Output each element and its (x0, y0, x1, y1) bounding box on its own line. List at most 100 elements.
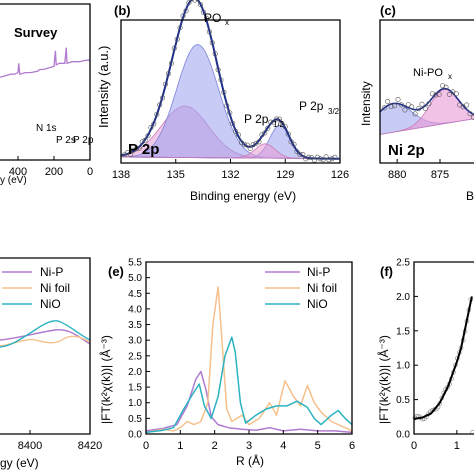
panel-a-xtick-label: 400 (9, 166, 27, 178)
exafs-nip-line (145, 370, 353, 434)
ni2p-data-point (446, 92, 452, 98)
panel-a-xlabel: y (eV) (0, 175, 27, 186)
p2p-data-point (256, 139, 262, 145)
exafs-nifoil-line (145, 286, 353, 434)
panel-c-xlabel: B (466, 189, 474, 203)
panel-e-ytick-label: 5.0 (128, 273, 142, 284)
p2p-data-point (241, 141, 247, 147)
p2p-data-point (212, 51, 218, 57)
ni2p-data-point (467, 111, 473, 117)
p2p-data-point (291, 141, 297, 147)
panel-e-xtick-label: 0 (143, 440, 149, 452)
ni2p-data-point (409, 104, 415, 110)
p2p-data-point (230, 121, 236, 127)
p2p-data-point (244, 142, 250, 148)
annotation-pox-sub: x (225, 18, 229, 27)
p2p-data-point (224, 103, 230, 109)
p2p-data-point (250, 142, 256, 148)
panel-e-xtick-label: 5 (315, 440, 321, 452)
p2p-data-point (157, 102, 163, 108)
legend-d-nifoil: Ni foil (40, 281, 70, 295)
panel-b-xlabel: Binding energy (eV) (190, 189, 296, 203)
p2p-data-point (317, 156, 323, 162)
panel-d-xtick-label: 8420 (78, 440, 102, 452)
annotation-nipox-sub: x (448, 72, 452, 81)
panel-c-xtick-label: 875 (431, 169, 449, 181)
panel-b-xtick-label: 132 (221, 169, 239, 181)
ni2p-data-point (385, 99, 391, 105)
panel-f-fit-line (413, 296, 473, 420)
annotation-nipox: Ni-PO (413, 67, 443, 79)
p2p-data-point (168, 60, 174, 66)
panel-b-xtick-label: 126 (331, 169, 349, 181)
p2p-data-point (262, 130, 268, 136)
ni2p-data-point (392, 103, 398, 109)
ni2p-data-point (405, 102, 411, 108)
annotation-p2p32: P 2p (299, 99, 324, 113)
panel-c-title: Ni 2p (388, 142, 425, 159)
panel-e-label: (e) (108, 264, 124, 279)
panel-e-ytick-label: 1.5 (128, 383, 142, 394)
annotation-p2p12-sub: 1/2 (273, 120, 285, 129)
p2p-data-point (209, 40, 215, 46)
panel-e-ytick-label: 4.5 (128, 289, 142, 300)
legend-d-nip: Ni-P (40, 265, 63, 279)
p2p-data-point (192, 0, 198, 3)
panel-e-ytick-label: 3.0 (128, 336, 142, 347)
panel-f-label: (f) (380, 264, 393, 279)
p2p-data-point (163, 81, 169, 87)
p2p-data-point (308, 155, 314, 161)
panel-d-frame (0, 257, 91, 435)
p2p-data-point (276, 116, 282, 122)
ni2p-data-point (395, 97, 401, 103)
panel-a-frame (0, 3, 91, 161)
panel-d-xlabel: gy (eV) (0, 456, 39, 470)
p2p-data-point (323, 154, 329, 160)
p2p-data-point (306, 154, 312, 160)
panel-e-ylabel: |FT(k²χ(k))| (Å⁻³) (98, 335, 113, 424)
ni2p-fit-line (379, 87, 474, 116)
ni2p-data-point (388, 104, 394, 110)
panel-d-xtick-label: 8400 (18, 440, 42, 452)
panel-f-data-point (431, 407, 437, 413)
panel-a-xtick-label: 0 (87, 166, 93, 178)
p2p-data-point (136, 145, 142, 151)
panel-e-xtick-label: 3 (246, 440, 252, 452)
p2p-data-point (314, 154, 320, 160)
ni2p-data-point (381, 105, 387, 111)
panel-e-ytick-label: 5.5 (128, 258, 142, 269)
ni2p-pink-peak (379, 88, 474, 135)
p2p-data-point (151, 121, 157, 127)
p2p-data-point (195, 0, 200, 2)
p2p-data-point (332, 154, 338, 160)
ni2p-data-point (440, 83, 446, 89)
panel-e-ytick-label: 2.5 (128, 351, 142, 362)
p2p-data-point (297, 151, 303, 157)
p2p-data-point (320, 157, 326, 163)
p2p-raw-data-points (122, 0, 338, 163)
survey-spectrum-line (0, 47, 90, 78)
p2p-data-point (268, 119, 274, 125)
p2p-data-point (236, 132, 242, 138)
p2p-data-point (171, 45, 177, 51)
panel-f-xtick-label: 0 (411, 440, 417, 452)
p2p-data-point (180, 13, 186, 19)
p2p-data-point (215, 67, 221, 73)
ni2p-data-point (470, 114, 474, 120)
xanes-nio-line (0, 320, 91, 348)
panel-f-ytick-label: 0.0 (396, 430, 410, 441)
annotation-p2p32-sub: 3/2 (328, 107, 340, 116)
p2p-data-point (329, 156, 335, 162)
p2p-data-point (174, 36, 180, 42)
p2p-data-point (186, 0, 192, 6)
panel-b-xtick-label: 138 (112, 169, 130, 181)
p2p-data-point (294, 149, 300, 155)
ni2p-data-point (398, 102, 404, 108)
p2p-data-point (233, 128, 239, 134)
ni2p-data-point (433, 92, 439, 98)
panel-d-xanes: 38084008420 Ni-P Ni foil NiO gy (eV) (0, 257, 102, 470)
legend-d-nio: NiO (40, 297, 61, 311)
panel-b-p2p: (b) Intensity (a.u.) 138 135 132 129 126 PO … (96, 0, 349, 203)
p2p-data-point (300, 152, 306, 158)
p2p-data-point (139, 139, 145, 145)
